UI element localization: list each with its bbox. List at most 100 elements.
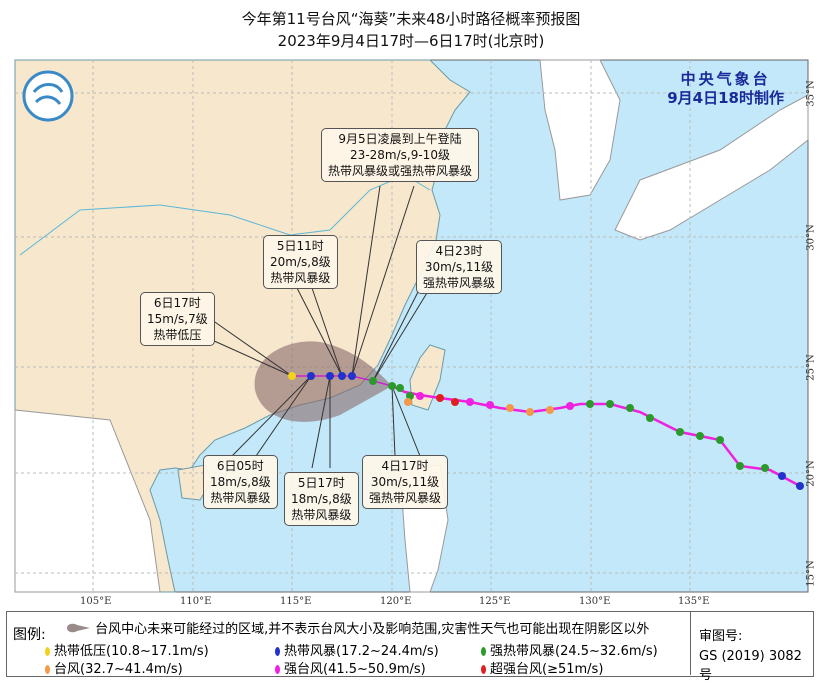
sts-dot-icon: [481, 647, 486, 656]
annotation-line: 18m/s,8级: [291, 492, 352, 506]
track-point: [586, 400, 594, 408]
annotation-6d17: 6日17时 15m/s,7级 热带低压: [140, 292, 215, 346]
annotation-line: 5日17时: [297, 476, 345, 490]
ty-dot-icon: [45, 665, 50, 674]
annotation-line: 热带风暴级或强热带风暴级: [328, 164, 473, 178]
annotation-line: 热带风暴级: [291, 508, 352, 522]
map-title: 今年第11号台风“海葵”未来48小时路径概率预报图: [241, 10, 581, 28]
track-point: [716, 436, 724, 444]
approval-label: 审图号:: [699, 629, 743, 644]
track-point: [369, 377, 377, 385]
japan: [614, 94, 809, 241]
track-point: [566, 402, 574, 410]
annotation-line: 强热带风暴级: [423, 276, 496, 290]
annotation-line: 6日17时: [153, 296, 201, 310]
track-point: [546, 406, 554, 414]
sty-dot-icon: [275, 665, 280, 674]
lon-label: 130°E: [579, 596, 611, 607]
track-point: [778, 472, 786, 480]
approval-number: 审图号: GS (2019) 3082号: [690, 611, 813, 683]
annotation-5d17: 5日17时 18m/s,8级 热带风暴级: [284, 472, 359, 526]
lat-label: 15°N: [805, 560, 817, 587]
track-point: [326, 372, 334, 380]
annotation-line: 20m/s,8级: [270, 255, 331, 269]
legend-cone-text: 台风中心未来可能经过的区域,并不表示台风大小及影响范围,灾害性天气也可能出现在阴…: [95, 622, 650, 637]
legend-item: 热带低压(10.8~17.1m/s): [45, 640, 209, 659]
track-point: [676, 428, 684, 436]
legend-cone: 台风中心未来可能经过的区域,并不表示台风大小及影响范围,灾害性天气也可能出现在阴…: [65, 618, 649, 637]
track-point: [486, 401, 494, 409]
track-point: [388, 382, 396, 390]
legend-label: 强热带风暴(24.5~32.6m/s): [490, 644, 658, 659]
legend-label: 强台风(41.5~50.9m/s): [284, 662, 426, 677]
legend-label: 热带风暴(17.2~24.4m/s): [284, 644, 439, 659]
lon-label: 120°E: [380, 596, 412, 607]
track-point: [736, 462, 744, 470]
annotation-line: 强热带风暴级: [369, 491, 442, 505]
annotation-line: 4日23时: [435, 244, 483, 258]
annotation-line: 4日17时: [381, 459, 429, 473]
korea: [539, 59, 621, 201]
issuer-name: 中央气象台: [680, 70, 771, 88]
annotation-line: 热带低压: [153, 328, 202, 342]
issue-time: 9月4日18时制作: [667, 89, 784, 107]
track-point: [506, 404, 514, 412]
track-point: [404, 398, 412, 406]
track-point: [396, 384, 404, 392]
annotation-4d23: 4日23时 30m/s,11级 强热带风暴级: [416, 240, 503, 294]
track-point: [416, 392, 424, 400]
track-point: [436, 394, 444, 402]
annotation-line: 15m/s,7级: [147, 312, 208, 326]
annotation-6d05: 6日05时 18m/s,8级 热带风暴级: [203, 455, 278, 509]
track-point: [288, 372, 296, 380]
track-point: [466, 398, 474, 406]
track-points: [288, 372, 804, 490]
lon-label: 105°E: [80, 596, 112, 607]
legend-title: 图例:: [13, 627, 46, 643]
forecast-track: [292, 375, 393, 387]
lon-label: 115°E: [280, 596, 312, 607]
annotation-line: 5日11时: [276, 239, 324, 253]
lat-label: 30°N: [805, 224, 817, 251]
indochina: [14, 409, 161, 593]
lon-label: 125°E: [479, 596, 511, 607]
annotation-4d17: 4日17时 30m/s,11级 强热带风暴级: [362, 455, 449, 509]
lat-label: 25°N: [805, 354, 817, 381]
lat-label: 35°N: [805, 80, 817, 107]
legend-item: 强热带风暴(24.5~32.6m/s): [481, 640, 658, 659]
track-point: [348, 372, 356, 380]
cma-logo: [22, 70, 74, 122]
annotation-line: 热带风暴级: [210, 491, 271, 505]
legend-item: 强台风(41.5~50.9m/s): [275, 658, 426, 677]
track-point: [796, 482, 804, 490]
legend-item: 热带风暴(17.2~24.4m/s): [275, 640, 439, 659]
legend-item: 台风(32.7~41.4m/s): [45, 658, 183, 677]
annotation-5d11: 5日11时 20m/s,8级 热带风暴级: [263, 235, 338, 289]
super-dot-icon: [481, 665, 486, 674]
track-point: [338, 372, 346, 380]
cone-icon: [67, 623, 90, 633]
track-point: [761, 464, 769, 472]
map-subtitle: 2023年9月4日17时—6日17时(北京时): [277, 32, 545, 50]
legend-item: 超强台风(≥51m/s): [481, 658, 603, 677]
lon-label: 135°E: [678, 596, 710, 607]
annotation-line: 30m/s,11级: [370, 475, 440, 489]
track-point: [307, 372, 315, 380]
legend-label: 台风(32.7~41.4m/s): [54, 662, 183, 677]
annotation-line: 6日05时: [216, 459, 264, 473]
lat-label: 20°N: [805, 460, 817, 487]
annotation-line: 18m/s,8级: [210, 475, 271, 489]
track-point: [526, 408, 534, 416]
track-point: [646, 414, 654, 422]
annotation-line: 30m/s,11级: [424, 260, 494, 274]
lon-label: 110°E: [180, 596, 212, 607]
issuer: 中央气象台 9月4日18时制作: [667, 70, 784, 108]
legend-label: 超强台风(≥51m/s): [490, 662, 604, 677]
legend-label: 热带低压(10.8~17.1m/s): [54, 644, 209, 659]
track-point: [606, 400, 614, 408]
approval-code: GS (2019) 3082号: [699, 649, 802, 683]
annotation-landfall: 9月5日凌晨到上午登陆 23-28m/s,9-10级 热带风暴级或强热带风暴级: [321, 128, 480, 182]
probability-cone: [254, 341, 392, 422]
annotation-line: 23-28m/s,9-10级: [350, 148, 450, 162]
